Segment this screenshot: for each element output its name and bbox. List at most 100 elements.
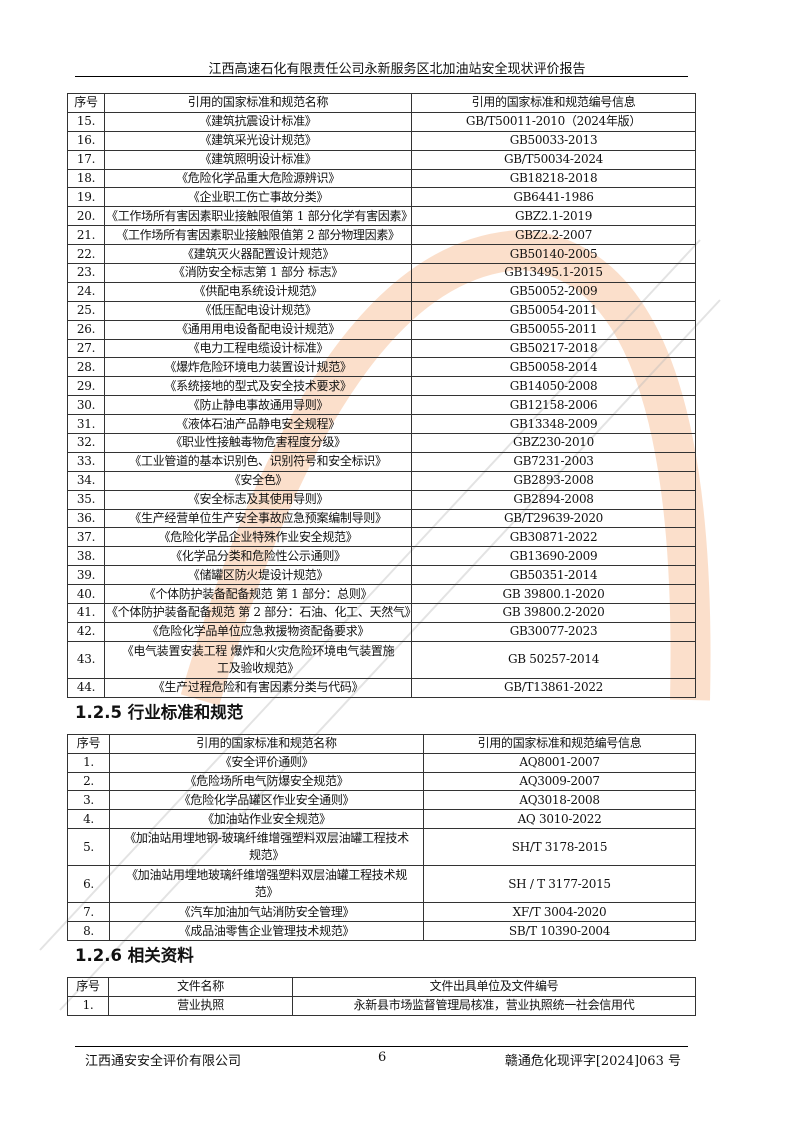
- header-divider: [75, 76, 688, 77]
- table-row: 5. 《加油站用埋地钢-玻璃纤维增强塑料双层油罐工程技术规范》 SH/T 3178-…: [67, 828, 696, 867]
- code-cell: GB50217-2018: [411, 338, 696, 359]
- column-header: 引用的国家标准和规范编号信息: [423, 733, 696, 754]
- table-row: 31. 《液体石油产品静电安全规程》 GB13348-2009: [67, 414, 696, 435]
- column-header: 序号: [67, 733, 110, 754]
- seq-cell: 27.: [67, 338, 105, 359]
- name-cell: 《建筑灭火器配置设计规范》: [104, 244, 412, 265]
- column-header: 序号: [67, 976, 109, 997]
- page-header-title: 江西高速石化有限责任公司永新服务区北加油站安全现状评价报告: [208, 62, 586, 77]
- table-row: 3. 《危险化学品罐区作业安全通则》 AQ3018-2008: [67, 790, 696, 811]
- name-cell: 《化学品分类和危险性公示通则》: [104, 546, 412, 567]
- seq-cell: 2.: [67, 771, 110, 792]
- seq-cell: 39.: [67, 565, 105, 586]
- seq-cell: 3.: [67, 790, 110, 811]
- code-cell: GB13690-2009: [411, 546, 696, 567]
- name-cell: 《系统接地的型式及安全技术要求》: [104, 376, 412, 397]
- table-row: 27. 《电力工程电缆设计标准》 GB50217-2018: [67, 338, 696, 359]
- table-header-row: 序号 文件名称 文件出具单位及文件编号: [67, 976, 696, 997]
- name-cell: 《汽车加油加气站消防安全管理》: [109, 902, 424, 923]
- name-cell: 《爆炸危险环境电力装置设计规范》: [104, 357, 412, 378]
- table-row: 2. 《危险场所电气防爆安全规范》 AQ3009-2007: [67, 771, 696, 792]
- seq-cell: 40.: [67, 584, 105, 605]
- seq-cell: 32.: [67, 433, 105, 453]
- seq-cell: 8.: [67, 921, 110, 941]
- table-header-row: 序号 引用的国家标准和规范名称 引用的国家标准和规范编号信息: [67, 733, 696, 754]
- code-cell: GB50033-2013: [411, 130, 696, 151]
- code-cell: GB50140-2005: [411, 244, 696, 265]
- name-cell: 《危险化学品罐区作业安全通则》: [109, 790, 424, 811]
- table-row: 21. 《工作场所有害因素职业接触限值第 2 部分物理因素》 GBZ2.2-2007: [67, 225, 696, 246]
- footer-divider: [75, 1046, 688, 1047]
- column-header: 引用的国家标准和规范名称: [104, 93, 412, 113]
- name-cell: 《建筑采光设计规范》: [104, 130, 412, 151]
- table-row: 18. 《危险化学品重大危险源辨识》 GB18218-2018: [67, 168, 696, 189]
- table-row: 23. 《消防安全标志第 1 部分 标志》 GB13495.1-2015: [67, 263, 696, 283]
- name-cell: 《工业管道的基本识别色、识别符号和安全标识》: [104, 451, 412, 472]
- seq-cell: 30.: [67, 395, 105, 416]
- name-cell: 《危险化学品重大危险源辨识》: [104, 168, 412, 189]
- code-cell: 永新县市场监督管理局核准，营业执照统一社会信用代: [292, 995, 696, 1016]
- code-cell: AQ3018-2008: [423, 790, 696, 811]
- name-cell: 《加油站用埋地玻璃纤维增强塑料双层油罐工程技术规范》: [109, 865, 424, 904]
- name-cell: 《企业职工伤亡事故分类》: [104, 187, 412, 208]
- name-cell: 《工作场所有害因素职业接触限值第 2 部分物理因素》: [104, 225, 412, 246]
- column-header: 文件出具单位及文件编号: [292, 976, 696, 997]
- seq-cell: 6.: [67, 865, 110, 904]
- table-row: 24. 《供配电系统设计规范》 GB50052-2009: [67, 281, 696, 302]
- code-cell: AQ3009-2007: [423, 771, 696, 792]
- table-row: 20. 《工作场所有害因素职业接触限值第 1 部分化学有害因素》 GBZ2.1-20…: [67, 206, 696, 227]
- seq-cell: 41.: [67, 603, 105, 623]
- table-row: 34. 《安全色》 GB2893-2008: [67, 470, 696, 491]
- name-cell: 《电气装置安装工程 爆炸和火灾危险环境电气装置施工及验收规范》: [104, 640, 412, 679]
- code-cell: SH / T 3177-2015: [423, 865, 696, 904]
- footer-page-number: 6: [378, 1050, 387, 1065]
- seq-cell: 34.: [67, 470, 105, 491]
- seq-cell: 1.: [67, 995, 109, 1016]
- code-cell: GB/T50011-2010（2024年版）: [411, 111, 696, 132]
- column-header: 引用的国家标准和规范编号信息: [411, 93, 696, 113]
- table-row: 39. 《储罐区防火堤设计规范》 GB50351-2014: [67, 565, 696, 586]
- name-cell: 《电力工程电缆设计标准》: [104, 338, 412, 359]
- code-cell: GB50052-2009: [411, 281, 696, 302]
- seq-cell: 38.: [67, 546, 105, 567]
- name-cell: 《职业性接触毒物危害程度分级》: [104, 433, 412, 453]
- code-cell: GB/T13861-2022: [411, 677, 696, 698]
- table-row: 19. 《企业职工伤亡事故分类》 GB6441-1986: [67, 187, 696, 208]
- code-cell: GBZ230-2010: [411, 433, 696, 453]
- name-cell: 《供配电系统设计规范》: [104, 281, 412, 302]
- code-cell: GB14050-2008: [411, 376, 696, 397]
- table-row: 28. 《爆炸危险环境电力装置设计规范》 GB50058-2014: [67, 357, 696, 378]
- related-docs-table: 序号 文件名称 文件出具单位及文件编号 1. 营业执照 永新县市场监督管理局核准，营业执照…: [67, 976, 696, 1016]
- name-cell: 《个体防护装备配备规范 第 1 部分：总则》: [104, 584, 412, 605]
- code-cell: GB50058-2014: [411, 357, 696, 378]
- name-cell: 《低压配电设计规范》: [104, 300, 412, 321]
- table-row: 43. 《电气装置安装工程 爆炸和火灾危险环境电气装置施工及验收规范》 GB 502…: [67, 640, 696, 679]
- name-cell: 《储罐区防火堤设计规范》: [104, 565, 412, 586]
- code-cell: GB/T29639-2020: [411, 508, 696, 529]
- table-row: 8. 《成品油零售企业管理技术规范》 SB/T 10390-2004: [67, 921, 696, 941]
- name-cell: 《个体防护装备配备规范 第 2 部分：石油、化工、天然气》: [104, 603, 412, 623]
- footer-doc-number: 赣通危化现评字[2024]063 号: [504, 1054, 681, 1069]
- industry-standards-table: 序号 引用的国家标准和规范名称 引用的国家标准和规范编号信息 1. 《安全评价通则》 AQ…: [67, 733, 696, 941]
- seq-cell: 23.: [67, 263, 105, 283]
- column-header: 序号: [67, 93, 105, 113]
- table-row: 37. 《危险化学品企业特殊作业安全规范》 GB30871-2022: [67, 527, 696, 548]
- table-row: 1. 营业执照 永新县市场监督管理局核准，营业执照统一社会信用代: [67, 995, 696, 1016]
- table-row: 6. 《加油站用埋地玻璃纤维增强塑料双层油罐工程技术规范》 SH / T 3177-…: [67, 865, 696, 904]
- code-cell: XF/T 3004-2020: [423, 902, 696, 923]
- seq-cell: 15.: [67, 111, 105, 132]
- code-cell: GB13495.1-2015: [411, 263, 696, 283]
- code-cell: GB30077-2023: [411, 621, 696, 642]
- code-cell: GB2894-2008: [411, 489, 696, 510]
- code-cell: GB13348-2009: [411, 414, 696, 435]
- code-cell: GB 39800.2-2020: [411, 603, 696, 623]
- table-row: 38. 《化学品分类和危险性公示通则》 GB13690-2009: [67, 546, 696, 567]
- name-cell: 《安全标志及其使用导则》: [104, 489, 412, 510]
- name-cell: 营业执照: [108, 995, 293, 1016]
- table-row: 16. 《建筑采光设计规范》 GB50033-2013: [67, 130, 696, 151]
- seq-cell: 7.: [67, 902, 110, 923]
- seq-cell: 17.: [67, 149, 105, 170]
- seq-cell: 5.: [67, 828, 110, 867]
- code-cell: GB7231-2003: [411, 451, 696, 472]
- seq-cell: 33.: [67, 451, 105, 472]
